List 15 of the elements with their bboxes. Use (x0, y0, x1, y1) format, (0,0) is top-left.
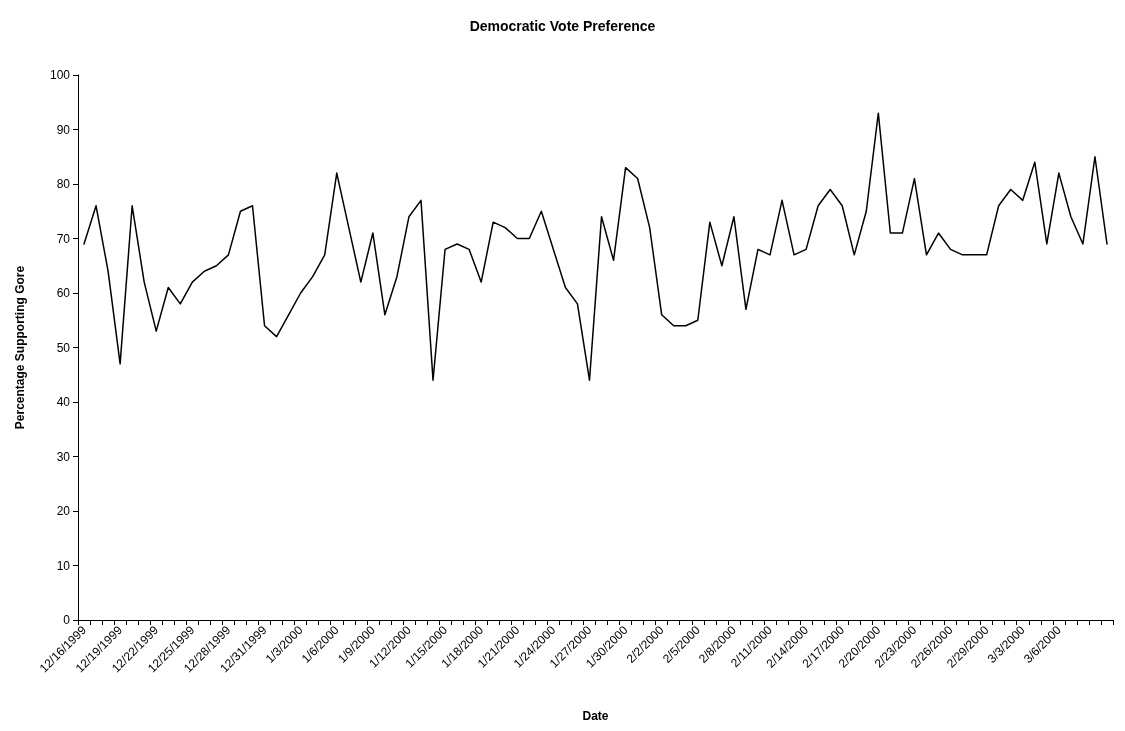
y-tick-label: 70 (56, 231, 71, 246)
y-tick-label: 90 (56, 122, 71, 137)
x-axis-title: Date (582, 709, 609, 723)
y-tick-label: 0 (63, 613, 71, 627)
y-tick-label: 10 (56, 558, 71, 573)
y-tick-label: 60 (56, 286, 71, 300)
y-tick-label: 50 (56, 340, 71, 355)
line-series (83, 112, 1108, 381)
y-axis-title: Percentage Supporting Gore (13, 265, 27, 430)
y-tick-label: 80 (56, 177, 71, 191)
y-tick-label: 20 (56, 504, 71, 518)
y-tick-label: 100 (49, 68, 71, 82)
y-tick-label: 40 (56, 395, 71, 409)
chart-title: Democratic Vote Preference (469, 18, 656, 34)
y-tick-label: 30 (56, 449, 71, 464)
